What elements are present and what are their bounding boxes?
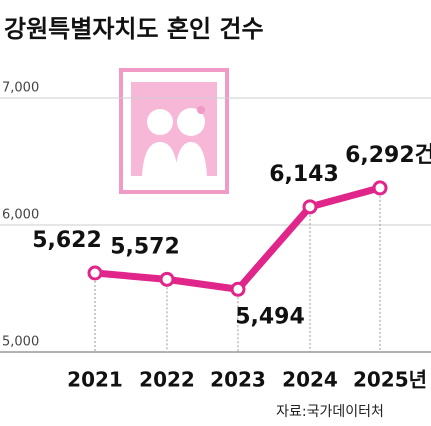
photo-icon	[119, 68, 229, 194]
point	[372, 180, 388, 196]
y-tick-label: 5,000	[2, 335, 39, 350]
x-tick-label: 2022	[139, 368, 195, 392]
x-tick-label: 2025년	[353, 368, 427, 392]
value-label: 5,622	[32, 228, 102, 253]
x-tick-label: 2024	[282, 368, 338, 392]
value-label: 5,494	[235, 304, 305, 329]
y-tick-label: 7,000	[2, 81, 39, 96]
value-label: 6,292건	[345, 143, 431, 168]
point	[159, 271, 175, 287]
x-tick-label: 2023	[210, 368, 266, 392]
y-tick-label: 6,000	[2, 208, 39, 223]
point	[87, 265, 103, 281]
value-label: 6,143	[269, 162, 339, 187]
x-tick-label: 2021	[67, 368, 123, 392]
value-label: 5,572	[110, 234, 180, 259]
point	[302, 199, 318, 215]
chart-title: 강원특별자치도 혼인 건수	[4, 15, 264, 43]
source: 자료:국가데이터처	[276, 404, 384, 420]
point	[230, 281, 246, 297]
